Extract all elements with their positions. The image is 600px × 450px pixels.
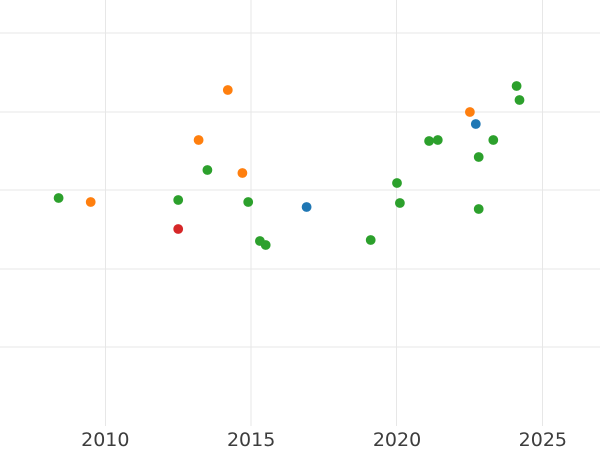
scatter-point [85, 197, 96, 207]
scatter-point [488, 135, 499, 145]
scatter-point [365, 235, 376, 245]
scatter-point [470, 119, 481, 129]
scatter-point [514, 95, 525, 105]
x-axis-tick-labels: 2010 2015 2020 2025 [81, 429, 567, 450]
scatter-point [237, 168, 248, 178]
x-tick-label: 2015 [227, 429, 275, 450]
scatter-point [53, 193, 64, 203]
scatter-point [395, 198, 405, 208]
scatter-point [222, 85, 233, 95]
scatter-point [193, 135, 204, 145]
scatter-point [432, 135, 443, 145]
x-tick-label: 2025 [519, 429, 567, 450]
data-points [53, 81, 525, 250]
scatter-point [392, 178, 402, 188]
scatter-point [511, 81, 522, 91]
scatter-point [173, 195, 184, 205]
scatter-point [173, 224, 184, 234]
scatter-point [260, 240, 271, 250]
scatter-point [473, 152, 484, 162]
gridlines [0, 0, 600, 426]
scatter-point [473, 204, 484, 214]
x-tick-label: 2010 [81, 429, 129, 450]
scatter-point [243, 197, 254, 207]
scatter-point [465, 107, 475, 117]
scatter-point [202, 165, 213, 175]
scatter-point [424, 136, 434, 146]
scatter-point [301, 202, 312, 212]
x-tick-label: 2020 [373, 429, 421, 450]
